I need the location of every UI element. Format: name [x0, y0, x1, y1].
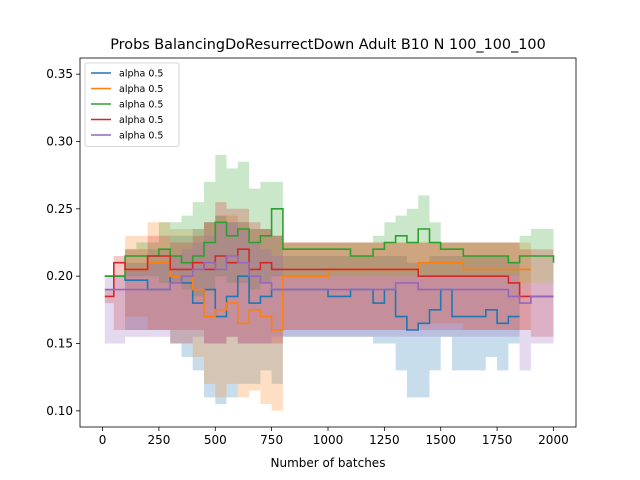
y-tick-label: 0.10	[46, 404, 73, 418]
x-tick-label: 1250	[369, 433, 400, 447]
x-tick-label: 750	[260, 433, 283, 447]
x-tick-label: 1000	[313, 433, 344, 447]
x-tick-label: 1500	[425, 433, 456, 447]
series-5-line	[104, 255, 554, 304]
x-axis-label: Number of batches	[271, 456, 386, 470]
series-1-line	[104, 275, 520, 331]
y-tick-label: 0.35	[46, 67, 73, 81]
x-tick-label: 250	[147, 433, 170, 447]
series-3-band	[104, 155, 554, 297]
y-tick-label: 0.20	[46, 269, 73, 283]
legend-label-1: alpha 0.5	[119, 69, 163, 80]
x-tick-label: 2000	[538, 433, 569, 447]
series-2-band	[104, 215, 531, 411]
legend-box	[84, 62, 180, 147]
y-tick-label: 0.15	[46, 337, 73, 351]
x-tick-label: 0	[99, 433, 107, 447]
x-tick-label: 500	[204, 433, 227, 447]
legend-label-4: alpha 0.5	[119, 115, 163, 126]
y-tick-label: 0.25	[46, 202, 73, 216]
series-3-line	[104, 208, 555, 278]
plot-area: 0 250 500 750 1000 1250 1500 1750 2000 0.10 0.15 0.…	[46, 57, 577, 447]
x-tick-label: 1750	[482, 433, 513, 447]
legend-label-3: alpha 0.5	[119, 100, 163, 111]
legend: alpha 0.5 alpha 0.5 alpha 0.5 alpha 0.5 alph…	[84, 62, 180, 147]
series-4-line	[104, 248, 554, 298]
legend-label-5: alpha 0.5	[119, 131, 163, 142]
chart-title: Probs BalancingDoResurrectDown Adult B10…	[110, 37, 546, 53]
y-tick-label: 0.30	[46, 134, 73, 148]
legend-label-2: alpha 0.5	[119, 84, 163, 95]
line-group	[104, 208, 555, 331]
